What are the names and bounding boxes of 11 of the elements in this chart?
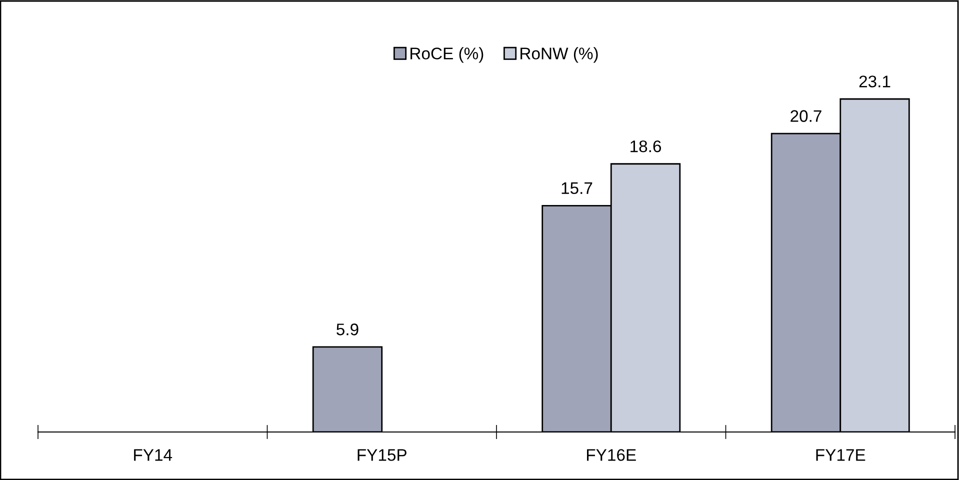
x-tick-label: FY17E bbox=[816, 449, 866, 461]
x-tick-label: FY15P bbox=[358, 449, 406, 461]
x-tick-label: FY16E bbox=[587, 449, 636, 461]
data-label: 15.7 bbox=[562, 182, 592, 194]
data-label: 23.1 bbox=[859, 76, 890, 88]
data-label: 18.6 bbox=[630, 140, 661, 152]
data-label: 5.9 bbox=[336, 324, 358, 336]
legend-label: RoCE (%) bbox=[410, 47, 484, 63]
x-tick-label: FY14 bbox=[134, 449, 172, 461]
legend-label: RoNW (%) bbox=[520, 47, 598, 63]
data-label: 20.7 bbox=[790, 110, 822, 122]
